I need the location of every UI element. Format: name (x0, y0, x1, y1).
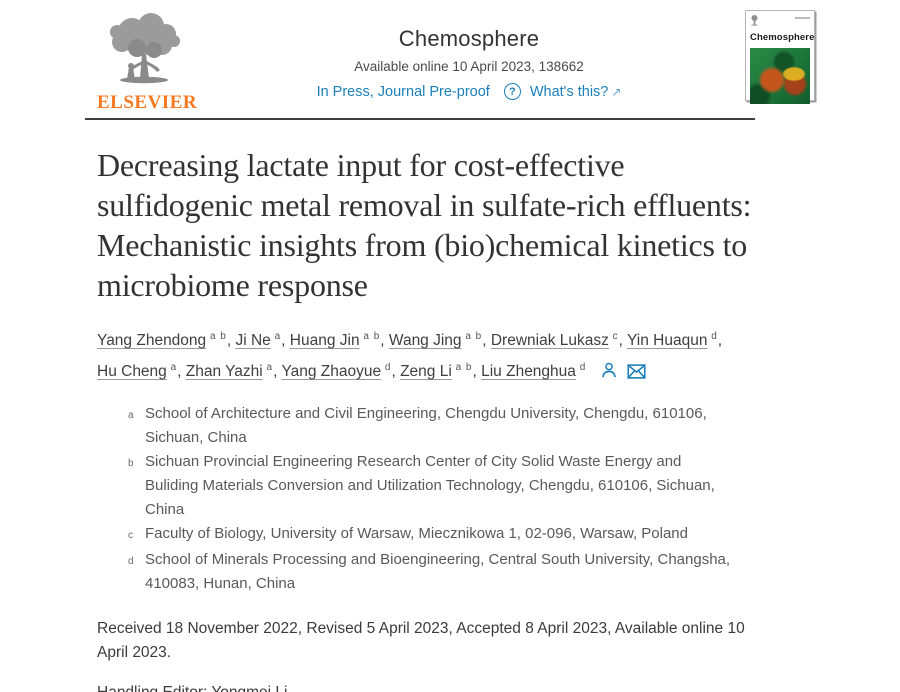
affiliation-row: a School of Architecture and Civil Engine… (128, 402, 757, 450)
journal-header: ELSEVIER Chemosphere Available online 10… (97, 10, 815, 116)
author-separator: , (177, 363, 186, 381)
author-link[interactable]: Zeng Li (400, 363, 452, 381)
affiliation-text: Faculty of Biology, University of Warsaw… (145, 525, 688, 543)
author-icons (591, 363, 646, 380)
cover-journal-title: Chemosphere (750, 32, 815, 43)
person-icon[interactable] (600, 361, 618, 379)
author-link[interactable]: Huang Jin (289, 332, 360, 350)
author-separator: , (391, 363, 401, 381)
affiliation-row: c Faculty of Biology, University of Warsa… (128, 522, 757, 548)
journal-title-link[interactable]: Chemosphere (398, 26, 540, 51)
header-divider (85, 118, 755, 120)
affiliation-label: b (128, 458, 134, 470)
author-link[interactable]: Hu Cheng (97, 363, 167, 381)
affiliation-label: a (128, 410, 134, 422)
author-affiliation-sup: d (381, 362, 392, 374)
author-affiliation-sup: d (707, 331, 718, 342)
author: Drewniak Lukasz c, (490, 331, 628, 350)
elsevier-tree-icon (110, 13, 180, 84)
author-separator: , (717, 332, 723, 350)
affiliation-text: Sichuan Provincial Engineering Research … (145, 453, 715, 519)
author-link[interactable]: Yang Zhaoyue (281, 363, 382, 381)
envelope-icon[interactable] (627, 364, 646, 379)
author-link[interactable]: Yin Huaqun (627, 332, 708, 350)
author-link[interactable]: Ji Ne (235, 332, 271, 350)
author-link[interactable]: Drewniak Lukasz (490, 332, 609, 350)
article-title: Decreasing lactate input for cost-effect… (97, 147, 752, 303)
whats-this-label: What's this? (529, 83, 609, 100)
author-link[interactable]: Wang Jing (388, 332, 462, 350)
elsevier-logo[interactable]: ELSEVIER (97, 10, 198, 114)
question-circle-icon[interactable]: ? (503, 83, 521, 100)
author: Yin Huaqun d, (627, 331, 723, 350)
author: Zhan Yazhi a, (185, 362, 282, 381)
article-main: Decreasing lactate input for cost-effect… (97, 145, 757, 692)
availability-text: Available online 10 April 2023, 138662 (354, 59, 584, 74)
article-dates: Received 18 November 2022, Revised 5 Apr… (97, 620, 745, 662)
journal-cover-thumbnail[interactable]: Chemosphere (745, 10, 815, 104)
affiliation-label: d (128, 556, 134, 568)
author-names: Yang Zhendong a b, Ji Ne a, Huang Jin a … (97, 331, 723, 381)
author: Zeng Li a b, (400, 362, 482, 381)
author-separator: , (472, 363, 482, 381)
header-center: Chemosphere Available online 10 April 20… (193, 10, 745, 100)
affiliation-row: b Sichuan Provincial Engineering Research… (128, 450, 757, 522)
author-link[interactable]: Zhan Yazhi (185, 363, 263, 381)
author-affiliation-sup: a b (206, 331, 227, 342)
author-separator: , (482, 332, 491, 350)
affiliation-text: School of Minerals Processing and Bioeng… (145, 551, 731, 593)
cover-issue-info (795, 17, 810, 19)
author-separator: , (226, 332, 236, 350)
cover-image (750, 48, 810, 104)
author: Yang Zhendong a b, (97, 331, 236, 350)
author-separator: , (380, 332, 389, 350)
author: Wang Jing a b, (388, 331, 491, 350)
author: Ji Ne a, (235, 331, 290, 350)
affiliation-text: School of Architecture and Civil Enginee… (145, 405, 707, 447)
author-separator: , (618, 332, 628, 350)
handling-editor: Handling Editor: Yongmei Li (97, 684, 757, 692)
author-list: Yang Zhendong a b, Ji Ne a, Huang Jin a … (97, 323, 737, 385)
affiliation-list: a School of Architecture and Civil Engine… (128, 402, 757, 596)
elsevier-wordmark: ELSEVIER (97, 92, 198, 113)
author-affiliation-sup: a b (461, 331, 483, 342)
author-affiliation-sup: a b (359, 331, 381, 342)
author-affiliation-sup: a b (451, 362, 473, 374)
author-affiliation-sup: a (166, 362, 178, 374)
affiliation-row: d School of Minerals Processing and Bioen… (128, 548, 757, 596)
author: Yang Zhaoyue d, (281, 362, 401, 381)
author: Hu Cheng a, (97, 362, 186, 381)
cover-top-row (750, 15, 810, 26)
author-affiliation-sup: c (608, 331, 619, 342)
in-press-link[interactable]: In Press, Journal Pre-proof (316, 83, 490, 100)
author-separator: , (273, 363, 282, 381)
author-affiliation-sup: d (575, 362, 587, 374)
cover-tree-icon (751, 15, 758, 26)
author-affiliation-sup: a (262, 362, 274, 374)
author-separator (586, 363, 590, 380)
author: Huang Jin a b, (289, 331, 389, 350)
status-links-row: In Press, Journal Pre-proof ? What's thi… (193, 83, 745, 100)
arrow-up-right-icon: ↗ (611, 84, 622, 99)
author: Liu Zhenghua d (481, 362, 590, 381)
affiliation-label: c (128, 530, 133, 542)
author-separator: , (281, 332, 290, 350)
author-affiliation-sup: a (270, 331, 282, 342)
author-link[interactable]: Yang Zhendong (97, 332, 207, 350)
author-link[interactable]: Liu Zhenghua (481, 363, 576, 381)
whats-this-link[interactable]: What's this? ↗ (530, 84, 622, 100)
